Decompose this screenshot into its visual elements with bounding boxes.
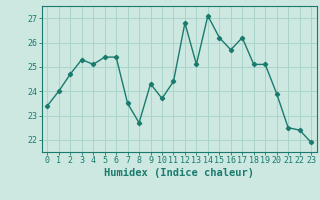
X-axis label: Humidex (Indice chaleur): Humidex (Indice chaleur) <box>104 168 254 178</box>
